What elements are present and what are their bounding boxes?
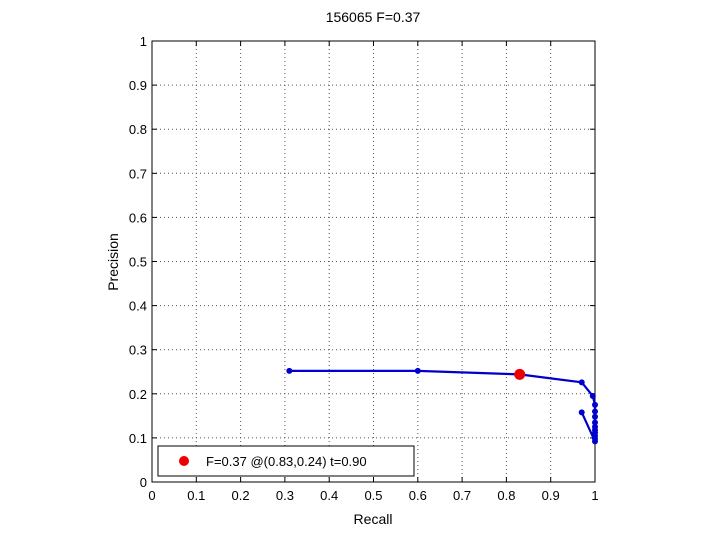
x-axis-title: Recall [354,511,393,527]
x-tick-label: 0.7 [453,488,471,503]
plot-frame [151,40,596,483]
x-tick-label: 1 [591,488,598,503]
series-point [589,393,596,400]
axis-ticks: 0 0.1 0.2 0.3 0.4 0.5 0.6 0.7 0.8 0.9 1 0 0.1 0.2 0.3 0… [129,34,599,503]
y-tick-label: 0.4 [129,299,147,314]
x-tick-label: 0 [148,488,155,503]
x-tick-label: 0.6 [409,488,427,503]
series-point [592,408,598,415]
series-point [414,367,421,374]
y-tick-label: 0.1 [129,431,147,446]
x-tick-label: 0.9 [542,488,560,503]
series-point [592,419,598,426]
y-tick-label: 0.3 [129,343,147,358]
chart-title: 156065 F=0.37 [326,9,421,25]
series-point [286,367,293,374]
y-tick-label: 0.5 [129,255,147,270]
x-tick-label: 0.8 [497,488,515,503]
series-point [592,438,598,445]
best-f-point [514,368,526,380]
y-tick-label: 0.6 [129,210,147,225]
data-series [286,367,598,445]
y-tick-label: 0.7 [129,166,147,181]
legend-box [157,445,415,477]
series-point [592,401,598,408]
legend: F=0.37 @(0.83,0.24) t=0.90 [157,445,415,477]
series-point [578,409,585,416]
x-tick-label: 0.3 [276,488,294,503]
y-tick-label: 1 [140,34,147,49]
y-tick-label: 0.2 [129,387,147,402]
x-tick-label: 0.5 [364,488,382,503]
x-tick-label: 0.2 [232,488,250,503]
series-point [578,379,585,386]
y-tick-label: 0 [140,475,147,490]
y-axis-title: Precision [105,233,121,291]
legend-label: F=0.37 @(0.83,0.24) t=0.90 [206,454,367,469]
y-tick-label: 0.8 [129,122,147,137]
series-point [592,413,598,420]
x-tick-label: 0.1 [187,488,205,503]
legend-marker [179,456,189,466]
x-tick-label: 0.4 [320,488,338,503]
grid [152,41,595,482]
y-tick-label: 0.9 [129,78,147,93]
